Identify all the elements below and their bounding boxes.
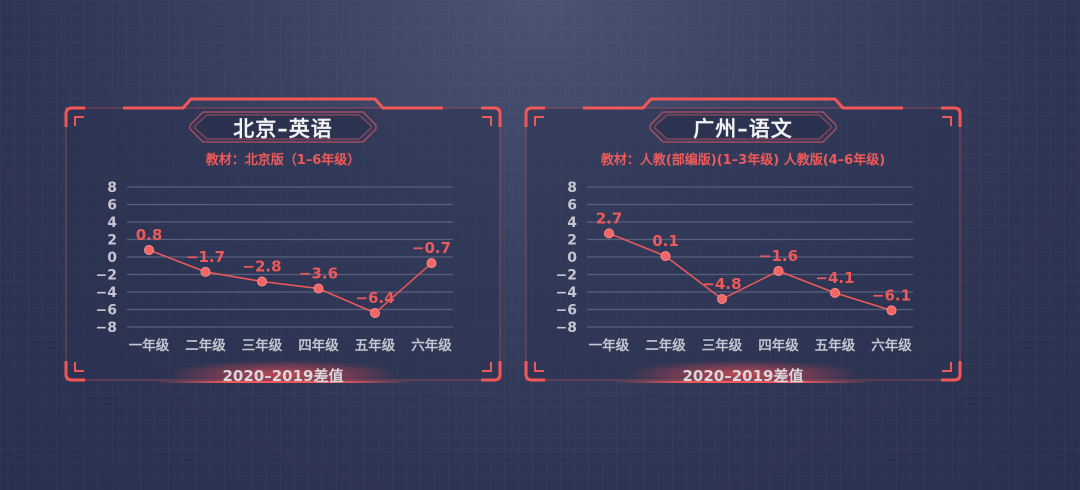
x-tick-label: 二年级 [185, 337, 226, 354]
data-value-label: −3.6 [299, 265, 338, 283]
y-tick-label: 2 [567, 233, 577, 249]
x-tick-label: 二年级 [645, 337, 686, 354]
data-point[interactable] [426, 258, 437, 269]
y-tick-label: 8 [567, 180, 577, 196]
y-tick-label: 0 [107, 250, 117, 266]
data-point[interactable] [370, 308, 380, 318]
x-tick-label: 三年级 [242, 337, 283, 354]
data-point[interactable] [144, 245, 154, 255]
footer-underline [613, 381, 873, 383]
y-tick-label: 4 [107, 215, 117, 231]
data-value-label: −6.1 [872, 286, 911, 304]
data-point[interactable] [660, 251, 671, 262]
panel-title: 北京–英语 [233, 117, 333, 141]
data-point[interactable] [830, 287, 840, 298]
x-tick-label: 四年级 [758, 337, 799, 354]
y-tick-label: −2 [556, 268, 577, 284]
line-chart: 8 64 20 −2−4 −6−8 2.7 0.1 −4.8 −1.6 −4.1 −6.1 一年级 二年… [556, 180, 913, 354]
y-tick-label: 4 [567, 215, 577, 231]
panel-frame [64, 97, 502, 382]
data-line [608, 232, 892, 312]
y-tick-label: −8 [96, 320, 117, 336]
x-tick-label: 四年级 [298, 337, 339, 354]
y-tick-label: 2 [107, 233, 117, 249]
data-value-label: 2.7 [596, 209, 623, 227]
y-tick-label: −4 [96, 285, 118, 301]
data-point[interactable] [313, 283, 324, 294]
data-point[interactable] [604, 228, 614, 239]
panel-frame [524, 97, 962, 382]
data-value-label: −4.1 [815, 269, 854, 287]
panel-title: 广州–语文 [693, 117, 793, 141]
y-tick-label: 6 [107, 198, 117, 214]
y-tick-label: −8 [556, 320, 577, 336]
data-value-label: 0.8 [136, 226, 163, 244]
y-tick-label: −6 [556, 303, 577, 319]
data-value-label: −6.4 [355, 289, 394, 307]
data-point[interactable] [717, 294, 727, 304]
data-point[interactable] [200, 266, 211, 277]
chart-footer-label: 2020–2019差值 [682, 367, 804, 385]
data-point[interactable] [257, 276, 267, 287]
y-tick-label: −4 [556, 285, 578, 301]
panel-subtitle: 教材：人教(部编版)(1–3年级) 人教版(4–6年级) [600, 153, 886, 168]
data-value-label: −4.8 [702, 275, 741, 293]
data-point[interactable] [773, 266, 784, 276]
y-tick-label: 6 [567, 198, 577, 214]
chart-panel-beijing-english: 北京–英语 教材：北京版（1–6年级） 8 6 4 2 0 −2 −4 −6 −8 0.8 −1.7… [63, 95, 503, 395]
y-tick-label: 0 [567, 250, 577, 266]
data-value-label: 0.1 [652, 232, 679, 250]
footer-glow [173, 361, 393, 383]
data-value-label: −1.6 [759, 247, 798, 265]
panel-subtitle: 教材：北京版（1–6年级） [205, 153, 361, 168]
x-tick-label: 六年级 [411, 337, 452, 354]
line-chart: 8 64 20 −2−4 −6−8 0.8 −1.7 −2.8 −3.6 −6.4 −0.7 一年级二… [96, 180, 453, 354]
x-tick-label: 五年级 [355, 337, 396, 354]
x-tick-label: 一年级 [589, 337, 630, 354]
data-value-label: −2.8 [242, 258, 281, 276]
y-tick-label: −6 [96, 303, 117, 319]
data-value-label: −0.7 [412, 239, 451, 257]
x-tick-label: 一年级 [129, 337, 170, 354]
data-point[interactable] [886, 305, 897, 316]
x-tick-label: 六年级 [871, 337, 912, 354]
x-tick-label: 三年级 [702, 337, 743, 354]
data-line [148, 249, 432, 314]
footer-glow [633, 361, 853, 383]
footer-underline [153, 381, 413, 383]
y-tick-label: 8 [107, 180, 117, 196]
y-tick-label: −2 [96, 268, 117, 284]
chart-footer-label: 2020–2019差值 [222, 367, 344, 385]
x-tick-label: 五年级 [815, 337, 856, 354]
data-value-label: −1.7 [186, 248, 225, 266]
